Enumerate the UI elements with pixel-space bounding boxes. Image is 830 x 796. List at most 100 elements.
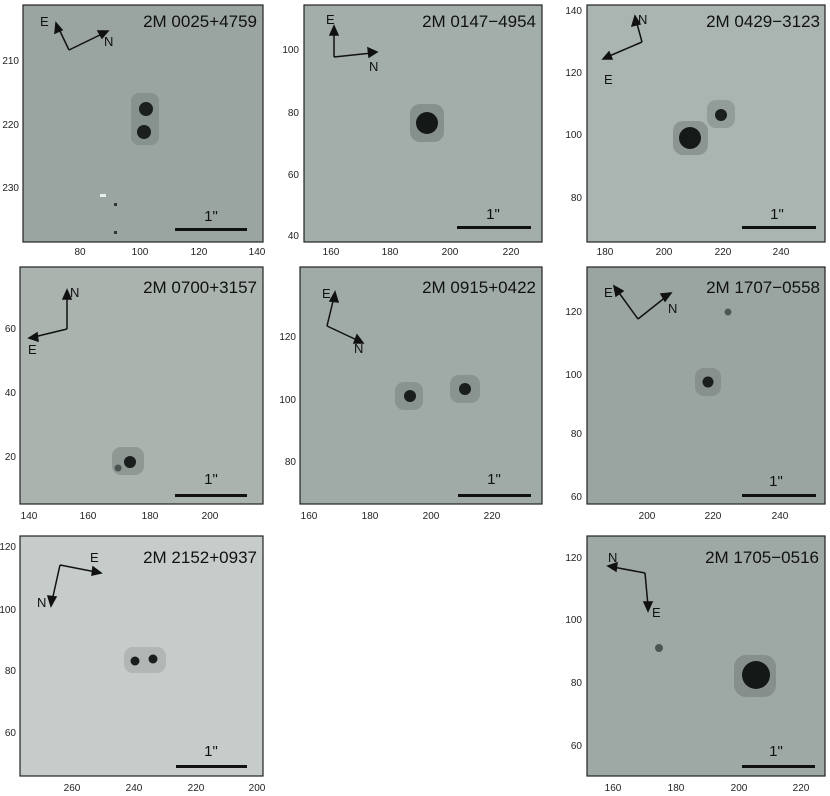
east-arrow	[644, 572, 649, 607]
x-tick-label: 200	[731, 783, 748, 794]
panel-title: 2M 1707−0558	[706, 278, 820, 297]
north-label: N	[668, 301, 677, 316]
y-tick-label: 230	[2, 183, 19, 194]
artifact	[114, 231, 117, 234]
star-primary	[130, 656, 140, 666]
y-tick-label: 60	[5, 728, 17, 739]
north-arrowhead	[606, 561, 618, 573]
east-arrowhead	[612, 284, 625, 298]
y-tick-label: 100	[282, 45, 299, 56]
y-tick-label: 120	[565, 553, 582, 564]
panel-title: 2M 1705−0516	[705, 548, 819, 567]
y-tick-label: 120	[565, 307, 582, 318]
scale-bar	[176, 765, 247, 768]
north-label: N	[638, 12, 647, 27]
panel-2m-1705-svg: N E 2M 1705−0516 1" 120 100 80 60 160 18…	[565, 535, 826, 794]
x-tick-label: 220	[503, 247, 520, 258]
image-frame	[586, 535, 826, 777]
x-tick-label: 120	[191, 247, 208, 258]
x-tick-label: 160	[323, 247, 340, 258]
x-tick-label: 200	[442, 247, 459, 258]
x-tick-label: 220	[705, 511, 722, 522]
y-tick-label: 100	[279, 395, 296, 406]
north-arrowhead	[96, 30, 110, 40]
x-tick-label: 200	[423, 511, 440, 522]
y-tick-label: 80	[5, 666, 17, 677]
panel-2m-0915-svg: E N 2M 0915+0422 1" 120 100 80 160 180 2…	[279, 266, 543, 522]
scale-bar-label: 1"	[769, 743, 783, 760]
star-primary	[742, 661, 770, 689]
star-secondary	[459, 383, 471, 395]
scale-bar	[175, 228, 247, 231]
north-arrowhead	[659, 292, 673, 303]
x-tick-label: 160	[80, 511, 97, 522]
scale-bar	[457, 226, 531, 229]
y-tick-label: 140	[565, 6, 582, 17]
north-label: N	[354, 341, 363, 356]
y-tick-label: 80	[571, 429, 583, 440]
y-tick-label: 60	[288, 170, 300, 181]
compass	[326, 290, 365, 344]
east-label: E	[326, 12, 335, 27]
east-label: E	[604, 285, 613, 300]
scale-bar	[742, 765, 815, 768]
x-tick-label: 140	[21, 511, 38, 522]
x-tick-label: 180	[142, 511, 159, 522]
scale-bar-label: 1"	[204, 743, 218, 760]
y-tick-label: 100	[565, 130, 582, 141]
east-label: E	[322, 286, 331, 301]
east-arrow	[59, 564, 97, 573]
y-tick-label: 80	[571, 193, 583, 204]
panel-2m-2152: E N 2M 2152+0937 1" 120 100 80 60 260 24…	[0, 531, 270, 796]
y-tick-label: 80	[288, 108, 300, 119]
panel-2m-1707-svg: E N 2M 1707−0558 1" 120 100 80 60 200 22…	[565, 266, 826, 522]
east-arrow	[606, 41, 643, 58]
east-label: E	[28, 342, 37, 357]
x-tick-label: 140	[249, 247, 266, 258]
north-arrowhead	[352, 333, 365, 344]
star-secondary	[715, 109, 727, 121]
scale-bar-label: 1"	[770, 206, 784, 223]
north-arrowhead	[61, 288, 73, 300]
north-label: N	[104, 34, 113, 49]
panel-2m-0147-svg: E N 2M 0147−4954 1" 100 80 60 40 160 180…	[282, 4, 543, 258]
x-tick-label: 220	[188, 783, 205, 794]
compass	[606, 561, 654, 613]
east-label: E	[90, 550, 99, 565]
image-frame	[586, 4, 826, 243]
y-tick-label: 100	[565, 615, 582, 626]
scale-bar	[742, 226, 816, 229]
east-arrow	[616, 289, 639, 320]
compass	[27, 288, 73, 343]
east-arrowhead	[27, 331, 39, 343]
panel-2m-1705: N E 2M 1705−0516 1" 120 100 80 60 160 18…	[560, 531, 830, 796]
x-tick-label: 180	[597, 247, 614, 258]
y-tick-label: 60	[571, 492, 583, 503]
north-label: N	[70, 285, 79, 300]
x-tick-label: 180	[668, 783, 685, 794]
panel-title: 2M 0700+3157	[143, 278, 257, 297]
star-secondary	[655, 644, 663, 652]
panel-2m-0429: N E 2M 0429−3123 1" 140 120 100 80 180 2…	[560, 0, 830, 262]
y-tick-label: 60	[5, 324, 17, 335]
north-arrowhead	[46, 595, 58, 608]
star-primary	[702, 376, 714, 388]
north-arrow	[326, 325, 360, 342]
east-arrow	[33, 328, 68, 338]
x-tick-label: 80	[74, 247, 86, 258]
panel-2m-0025-svg: E N 2M 0025+4759 1" 210 220 230 80 100 1…	[2, 4, 266, 258]
star-halo	[124, 647, 166, 673]
x-tick-label: 260	[64, 783, 81, 794]
east-label: E	[652, 605, 661, 620]
panel-2m-1707: E N 2M 1707−0558 1" 120 100 80 60 200 22…	[560, 262, 830, 524]
x-tick-label: 100	[132, 247, 149, 258]
east-arrowhead	[642, 601, 654, 613]
star-secondary	[148, 654, 158, 664]
compass	[328, 24, 379, 59]
y-tick-label: 80	[285, 457, 297, 468]
y-tick-label: 60	[571, 741, 583, 752]
east-arrowhead	[54, 21, 64, 35]
y-tick-label: 20	[5, 452, 17, 463]
star-primary	[124, 456, 136, 468]
y-tick-label: 120	[565, 68, 582, 79]
